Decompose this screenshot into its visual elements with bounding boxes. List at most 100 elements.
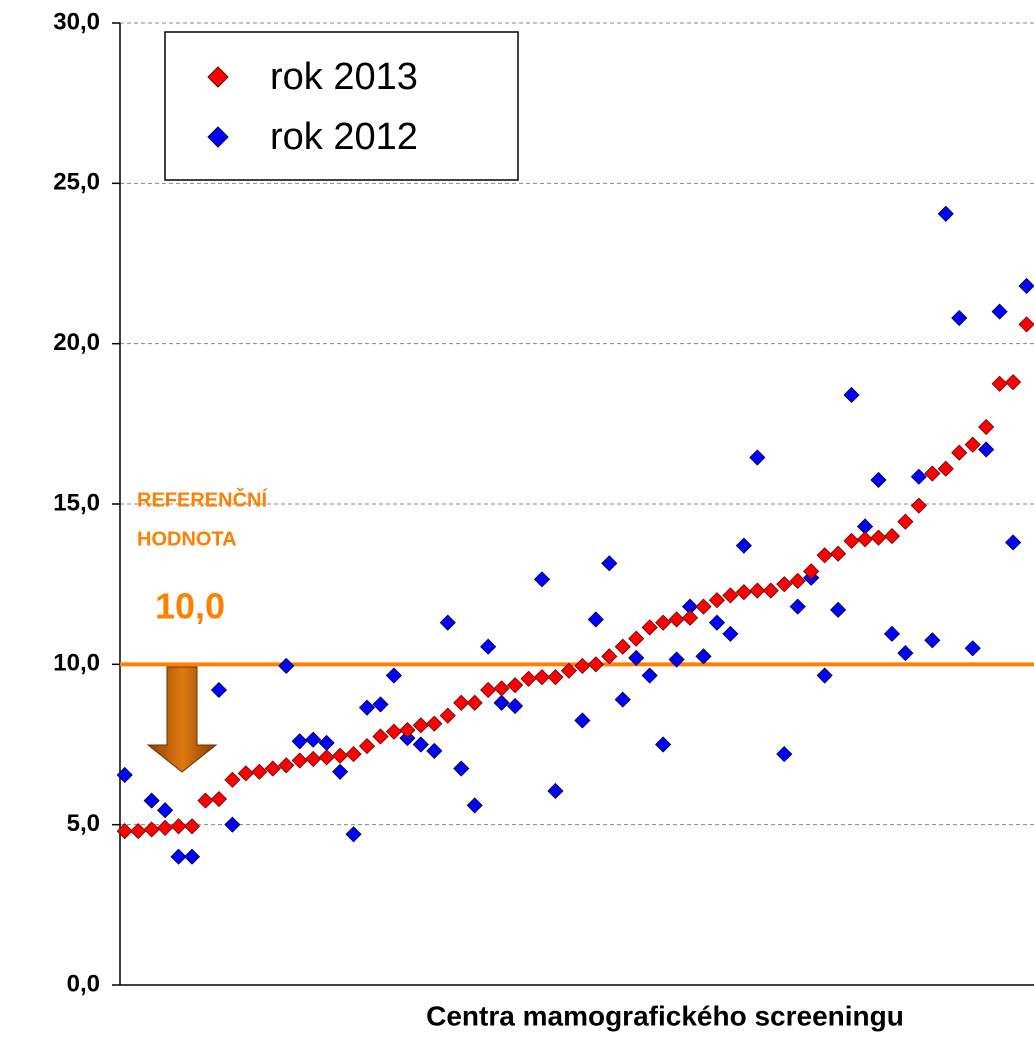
point <box>695 648 712 665</box>
point <box>614 691 631 708</box>
point <box>1005 534 1022 551</box>
point <box>466 797 483 814</box>
point <box>183 818 201 835</box>
point <box>278 657 295 675</box>
point <box>439 707 456 724</box>
grid: 0,0 5,0 10,0 15,0 20,0 25,0 30,0 <box>53 8 1034 997</box>
point <box>574 657 591 675</box>
point <box>426 742 443 759</box>
point <box>883 528 901 545</box>
point <box>870 471 887 489</box>
point <box>385 723 402 740</box>
point <box>964 640 981 657</box>
point <box>655 736 672 753</box>
point <box>722 625 739 642</box>
point <box>358 699 376 716</box>
point <box>830 545 847 562</box>
point <box>372 728 389 745</box>
point <box>910 468 927 485</box>
point <box>789 572 806 590</box>
point <box>978 441 995 458</box>
point <box>439 614 456 631</box>
point <box>735 584 752 601</box>
point <box>937 460 954 477</box>
point <box>547 669 564 686</box>
point <box>1018 316 1034 333</box>
point <box>978 418 995 436</box>
point <box>278 757 295 774</box>
reference-text: REFERENČNÍ <box>137 487 267 511</box>
y-tick-label: 10,0 <box>53 650 100 677</box>
point <box>951 444 968 461</box>
x-axis-label: Centra mamografického screeningu <box>426 1000 904 1031</box>
point <box>668 651 685 668</box>
reference-text: HODNOTA <box>137 528 237 550</box>
point <box>520 670 537 687</box>
point <box>170 818 187 835</box>
point <box>453 694 470 711</box>
point <box>708 592 726 609</box>
point <box>237 765 254 782</box>
point <box>412 717 429 734</box>
point <box>533 571 551 588</box>
point <box>493 694 510 711</box>
point <box>130 823 147 840</box>
point <box>843 386 860 404</box>
point <box>305 750 322 767</box>
point <box>668 611 685 628</box>
point <box>830 601 847 618</box>
point <box>385 667 402 684</box>
point <box>910 497 927 514</box>
point <box>426 715 443 732</box>
point <box>587 611 604 628</box>
point <box>641 667 658 684</box>
point <box>399 722 416 739</box>
point <box>708 614 726 631</box>
legend-marker <box>207 126 229 148</box>
point <box>318 749 335 766</box>
point <box>157 819 174 836</box>
point <box>332 763 349 780</box>
point <box>291 752 308 769</box>
point <box>453 760 470 777</box>
point <box>358 738 376 755</box>
point <box>157 802 174 819</box>
point <box>183 848 201 865</box>
point <box>628 630 645 647</box>
point <box>251 763 268 780</box>
legend: rok 2013 rok 2012 <box>164 31 519 181</box>
point <box>480 638 497 655</box>
legend-label: rok 2012 <box>270 116 418 158</box>
point <box>883 625 901 642</box>
point <box>789 598 806 615</box>
point <box>655 614 672 631</box>
point <box>937 205 954 222</box>
legend-marker <box>207 66 229 88</box>
point <box>466 694 483 711</box>
point <box>776 576 793 593</box>
point <box>560 662 577 679</box>
point <box>924 632 941 649</box>
point <box>224 816 241 833</box>
point <box>897 513 914 530</box>
point <box>964 436 981 453</box>
point <box>749 582 766 599</box>
point <box>493 680 510 697</box>
y-tick-label: 0,0 <box>67 970 100 997</box>
point <box>762 582 779 599</box>
point <box>1018 277 1034 295</box>
point <box>641 619 658 636</box>
point <box>547 782 564 800</box>
point <box>628 649 645 666</box>
point <box>318 734 335 751</box>
legend-label: rok 2013 <box>270 56 418 98</box>
y-tick-label: 30,0 <box>53 8 100 35</box>
point <box>170 848 187 865</box>
reference-label: 10,0 <box>155 586 225 627</box>
point <box>601 648 618 665</box>
point <box>991 303 1008 320</box>
point <box>951 309 968 327</box>
marks <box>116 205 1034 865</box>
point <box>116 766 133 784</box>
